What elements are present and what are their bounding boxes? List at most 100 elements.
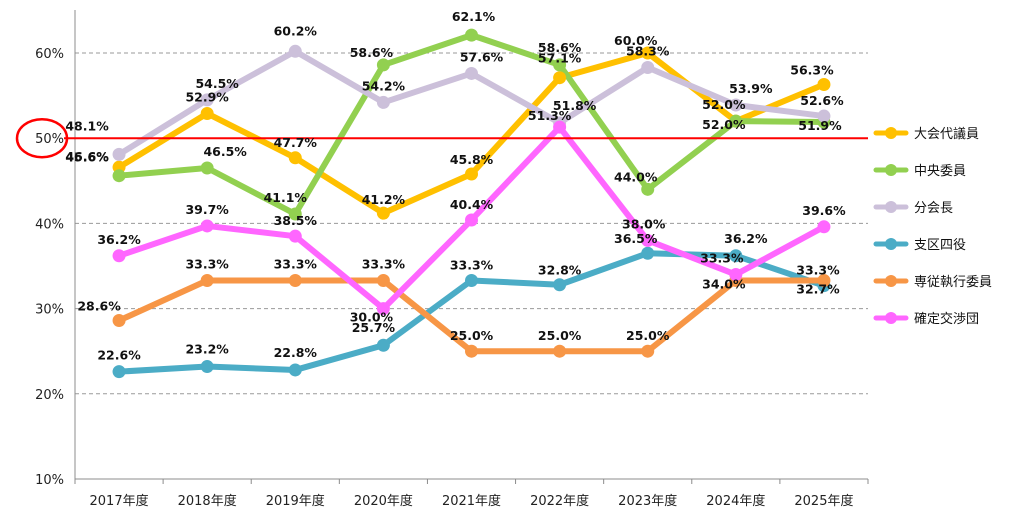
data-point — [200, 273, 214, 287]
data-label: 52.0% — [702, 97, 746, 112]
legend-label: 支区四役 — [914, 238, 966, 253]
data-point — [817, 220, 831, 234]
data-point — [200, 219, 214, 233]
data-label: 22.6% — [97, 348, 141, 363]
data-label: 58.6% — [538, 40, 582, 55]
data-point — [376, 95, 390, 109]
y-tick-label: 40% — [35, 217, 64, 232]
legend-swatch-marker — [885, 127, 897, 139]
data-point — [729, 98, 743, 112]
data-point — [641, 182, 655, 196]
legend-label: 大会代議員 — [914, 127, 979, 142]
y-tick-label: 30% — [35, 303, 64, 318]
data-label: 41.1% — [264, 190, 308, 205]
data-label: 39.7% — [185, 202, 229, 217]
data-label: 62.1% — [452, 9, 496, 24]
data-point — [553, 278, 567, 292]
y-tick-label: 10% — [35, 473, 64, 488]
data-point — [465, 344, 478, 358]
data-label: 33.3% — [274, 256, 318, 271]
data-point — [553, 71, 567, 85]
data-label: 39.6% — [802, 203, 846, 218]
data-label: 51.3% — [528, 108, 572, 123]
data-label: 41.2% — [362, 192, 406, 207]
legend-label: 確定交渉団 — [914, 311, 979, 327]
data-label: 25.0% — [450, 328, 494, 343]
data-label: 28.6% — [77, 299, 121, 314]
x-tick-label: 2021年度 — [442, 493, 501, 509]
legend-label: 中央委員 — [914, 164, 966, 179]
data-point — [641, 60, 655, 74]
data-label: 58.6% — [350, 45, 394, 60]
data-point — [200, 161, 214, 175]
data-point — [641, 344, 655, 358]
x-tick-label: 2025年度 — [794, 493, 853, 509]
legend-swatch-marker — [885, 275, 897, 287]
legend-swatch-marker — [885, 312, 897, 324]
reference-tick-circle — [15, 117, 69, 159]
data-label: 32.7% — [796, 282, 840, 297]
data-point — [553, 344, 567, 358]
legend-swatch-marker — [885, 201, 897, 213]
y-tick-label: 60% — [35, 47, 64, 62]
data-label: 52.6% — [800, 93, 844, 108]
data-label: 51.8% — [553, 98, 597, 113]
data-point — [112, 249, 126, 263]
data-label: 45.8% — [450, 152, 494, 167]
data-label: 46.6% — [65, 149, 109, 164]
data-label: 33.3% — [700, 251, 744, 266]
y-tick-label: 20% — [35, 388, 64, 403]
data-label: 51.9% — [798, 118, 842, 133]
data-label: 58.3% — [626, 43, 670, 58]
data-label: 36.5% — [614, 231, 658, 246]
data-label: 46.5% — [203, 144, 247, 159]
data-label: 25.0% — [538, 328, 582, 343]
data-point — [641, 246, 655, 260]
data-label: 36.2% — [97, 232, 141, 247]
data-point — [465, 273, 478, 287]
data-label: 45.6% — [65, 150, 109, 165]
data-point — [288, 363, 302, 377]
data-point — [112, 169, 126, 183]
data-point — [376, 338, 390, 352]
data-point — [553, 58, 567, 72]
x-tick-label: 2020年度 — [354, 493, 413, 509]
data-point — [729, 114, 743, 128]
data-labels: 46.6% 52.9% 47.7% 41.2% 45.8% 57.1% 60.0% 52.0%… — [65, 9, 846, 363]
data-point — [553, 120, 567, 134]
data-point — [288, 151, 302, 165]
data-point — [465, 213, 478, 227]
data-label: 60.2% — [274, 23, 318, 38]
data-point — [465, 66, 478, 80]
data-label: 57.1% — [538, 51, 582, 66]
data-point — [729, 249, 743, 263]
data-label: 57.6% — [460, 49, 504, 64]
data-label: 32.8% — [538, 263, 582, 278]
data-label: 36.2% — [724, 231, 768, 246]
data-label: 52.0% — [702, 117, 746, 132]
data-point — [200, 360, 214, 374]
x-tick-label: 2018年度 — [178, 493, 237, 509]
data-point — [376, 302, 390, 316]
data-label: 60.0% — [614, 33, 658, 48]
x-tick-label: 2023年度 — [618, 493, 677, 509]
data-label: 33.3% — [185, 256, 229, 271]
data-point — [729, 268, 743, 282]
series-markers — [112, 28, 831, 379]
data-point — [817, 273, 831, 287]
data-label: 33.3% — [796, 262, 840, 277]
data-label: 47.7% — [274, 135, 318, 150]
legend-swatch-marker — [885, 238, 897, 250]
data-point — [817, 78, 831, 92]
legend-label: 専従執行委員 — [914, 274, 992, 290]
data-label: 54.5% — [195, 76, 239, 91]
data-label: 52.9% — [185, 89, 229, 104]
axes: 10% 20% 30% 40% 50% 60% 2017年度 2018年度 2019年度 2020… — [35, 10, 869, 509]
data-point — [288, 273, 302, 287]
data-label: 38.5% — [274, 213, 318, 228]
data-point — [376, 273, 390, 287]
data-point — [112, 147, 126, 161]
data-label: 44.0% — [614, 169, 658, 184]
x-tick-label: 2022年度 — [530, 493, 589, 509]
